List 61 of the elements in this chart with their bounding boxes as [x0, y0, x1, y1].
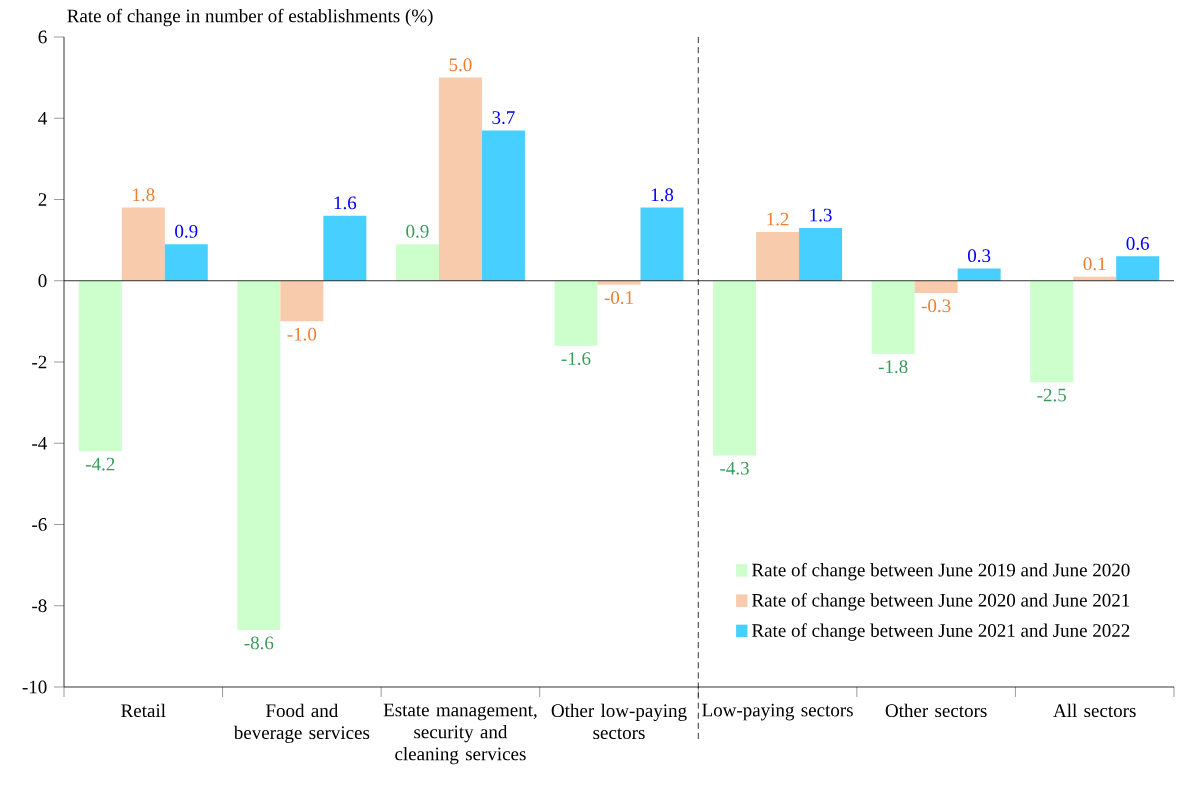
data-label: -4.3 — [720, 461, 749, 475]
data-label: -2.5 — [1037, 388, 1066, 402]
bar — [438, 77, 482, 281]
bar — [121, 207, 165, 281]
bar — [1030, 280, 1074, 383]
bar — [481, 130, 525, 281]
legend-label: Rate of change between June 2019 and June 2020 — [751, 562, 1130, 581]
bar — [237, 280, 281, 631]
bar — [713, 280, 757, 456]
data-label: 1.8 — [133, 188, 155, 202]
x-tick-label: Food and beverage services — [233, 703, 370, 744]
bar — [914, 280, 958, 293]
bar — [554, 280, 598, 346]
data-label: 1.2 — [767, 212, 789, 226]
y-axis-title: Rate of change in number of establishments (%) — [67, 8, 433, 27]
data-label: -1.0 — [287, 327, 317, 341]
y-tick-label: 0 — [38, 274, 47, 288]
data-label: -8.6 — [244, 636, 274, 650]
y-tick-label: 6 — [38, 30, 47, 44]
x-tick-label: Estate management, security and cleaning services — [383, 703, 537, 765]
data-label: 0.9 — [406, 224, 429, 238]
data-label: -1.8 — [878, 360, 908, 374]
x-tick-label: Retail — [121, 703, 166, 718]
x-tick-label: Other low-paying sectors — [551, 703, 687, 740]
data-label: 0.6 — [1126, 237, 1150, 250]
data-label: 1.3 — [810, 208, 832, 222]
bar — [323, 215, 367, 281]
data-label: 1.6 — [334, 196, 357, 210]
data-label: 3.7 — [492, 111, 515, 125]
bar — [756, 231, 800, 281]
bar — [395, 244, 439, 281]
y-tick-label: 2 — [38, 193, 47, 206]
x-tick-label: All sectors — [1053, 703, 1136, 718]
legend-label: Rate of change between June 2020 and June 2021 — [751, 593, 1130, 611]
y-tick-label: -10 — [22, 680, 47, 694]
data-label: 0.1 — [1083, 257, 1106, 271]
data-label: -1.6 — [561, 352, 591, 365]
bar — [640, 207, 684, 281]
bar — [957, 268, 1001, 281]
data-label: 0.9 — [175, 224, 198, 238]
bar — [1116, 256, 1160, 281]
data-label: -4.2 — [85, 457, 115, 471]
bar — [280, 280, 324, 322]
data-label: 1.8 — [651, 188, 674, 202]
bar — [78, 280, 122, 452]
y-tick-label: -2 — [32, 355, 47, 369]
data-label: 5.0 — [449, 58, 472, 72]
legend-label: Rate of change between June 2021 and June 2022 — [751, 623, 1130, 641]
x-tick-label: Other sectors — [885, 703, 987, 718]
data-label: -0.3 — [921, 299, 951, 313]
y-tick-label: -8 — [32, 599, 47, 613]
bar — [164, 244, 208, 281]
bar — [597, 280, 641, 285]
y-tick-label: 4 — [38, 111, 47, 125]
data-label: 0.3 — [967, 249, 991, 263]
bar — [871, 280, 915, 354]
data-label: -0.1 — [604, 291, 633, 305]
y-tick-label: -4 — [32, 436, 47, 450]
y-tick-label: -6 — [32, 518, 47, 531]
bar — [799, 227, 843, 281]
x-tick-label: Low-paying sectors — [702, 703, 853, 721]
